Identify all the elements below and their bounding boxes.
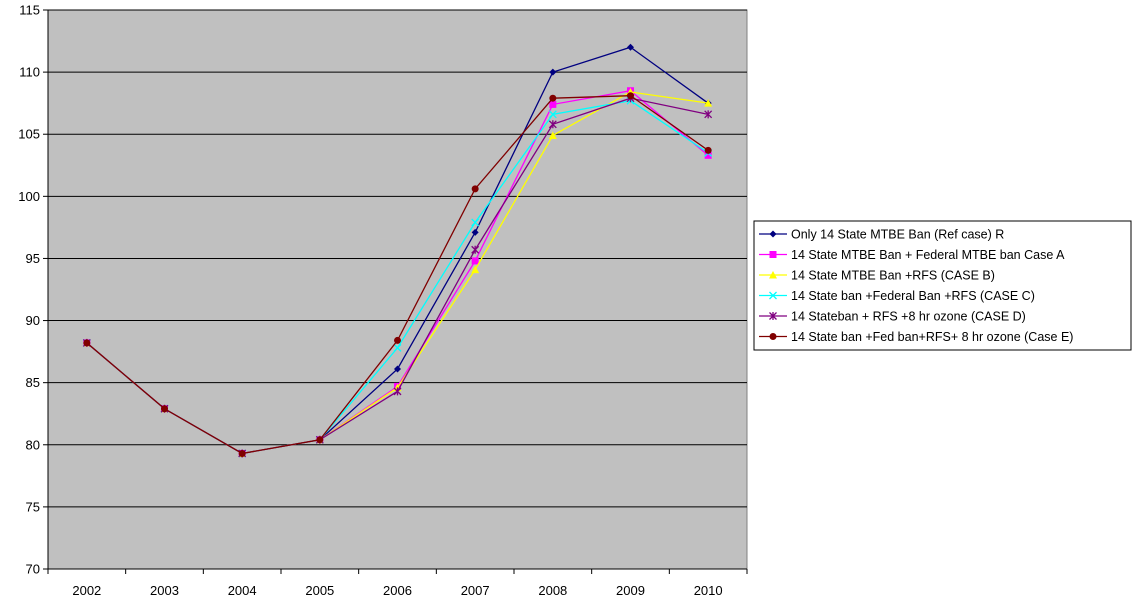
legend-item: 14 State ban +Federal Ban +RFS (CASE C): [759, 289, 1035, 303]
y-tick-label: 80: [26, 437, 40, 452]
data-point: [548, 131, 557, 139]
x-axis-tick-labels: 2002 2003 2004 2005 2006 2007 2008 2009 2010: [72, 583, 722, 598]
y-tick-label: 100: [18, 189, 40, 204]
data-point: [316, 436, 324, 444]
data-point: [549, 94, 557, 102]
series-lines: [82, 43, 713, 458]
data-point: [471, 228, 479, 236]
series-5: [83, 92, 712, 457]
data-point: [471, 185, 479, 193]
legend-item: Only 14 State MTBE Ban (Ref case) R: [759, 228, 1004, 242]
data-point: [394, 365, 401, 373]
legend-item: 14 State MTBE Ban + Federal MTBE ban Cas…: [759, 248, 1065, 262]
legend-box: [753, 220, 1132, 351]
legend-label: 14 State ban +Fed ban+RFS+ 8 hr ozone (C…: [791, 330, 1073, 344]
data-point: [627, 92, 634, 100]
data-point: [704, 110, 713, 119]
data-point: [394, 336, 401, 344]
data-point: [471, 257, 479, 265]
grid-lines: [48, 9, 747, 508]
data-point: [704, 99, 713, 107]
legend-item: 14 Stateban + RFS +8 hr ozone (CASE D): [759, 310, 1026, 324]
legend-label: 14 State MTBE Ban +RFS (CASE B): [791, 269, 995, 283]
x-tick-label: 2007: [461, 583, 490, 598]
x-tick-label: 2005: [305, 583, 334, 598]
data-point: [393, 387, 402, 396]
y-axis-tick-labels: 70 75 80 85 90 95 100 105 110 115: [18, 3, 40, 577]
x-tick-label: 2008: [538, 583, 567, 598]
legend-item: 14 State ban +Fed ban+RFS+ 8 hr ozone (C…: [759, 330, 1073, 344]
data-point: [704, 146, 712, 154]
y-tick-label: 85: [26, 375, 40, 390]
y-tick-label: 105: [18, 127, 40, 142]
x-tick-label: 2003: [150, 583, 179, 598]
y-tick-label: 90: [26, 313, 40, 328]
legend-label: 14 Stateban + RFS +8 hr ozone (CASE D): [791, 310, 1026, 324]
data-point: [548, 110, 557, 119]
legend-marker: [769, 230, 777, 238]
legend-label: 14 State MTBE Ban + Federal MTBE ban Cas…: [791, 248, 1065, 262]
axes: [43, 9, 748, 574]
legend-item: 14 State MTBE Ban +RFS (CASE B): [759, 269, 995, 283]
x-tick-label: 2009: [616, 583, 645, 598]
legend-marker: [769, 251, 777, 258]
legend-marker: [769, 271, 777, 279]
data-point: [393, 343, 402, 352]
data-point: [471, 218, 480, 227]
data-point: [627, 43, 634, 51]
data-point: [161, 405, 168, 413]
data-point: [238, 449, 246, 457]
legend-label: 14 State ban +Federal Ban +RFS (CASE C): [791, 289, 1035, 303]
legend-marker: [769, 333, 777, 340]
y-tick-label: 70: [26, 562, 40, 577]
y-tick-label: 110: [19, 65, 40, 80]
y-tick-label: 115: [19, 3, 40, 18]
data-point: [471, 265, 480, 274]
x-tick-label: 2010: [694, 583, 723, 598]
plot-area: [47, 9, 748, 570]
legend-marker: [769, 312, 777, 320]
data-point: [549, 100, 557, 108]
legend: Only 14 State MTBE Ban (Ref case) R 14 St…: [753, 220, 1132, 351]
y-tick-label: 75: [26, 499, 40, 514]
y-tick-label: 95: [26, 251, 40, 266]
legend-marker: [769, 291, 777, 300]
x-tick-label: 2006: [383, 583, 412, 598]
legend-label: Only 14 State MTBE Ban (Ref case) R: [791, 228, 1004, 242]
data-point: [83, 339, 91, 347]
x-tick-label: 2004: [228, 583, 257, 598]
data-point: [548, 120, 557, 129]
data-point: [549, 68, 557, 76]
x-tick-label: 2002: [72, 583, 101, 598]
data-point: [471, 245, 480, 254]
data-point: [704, 151, 712, 159]
